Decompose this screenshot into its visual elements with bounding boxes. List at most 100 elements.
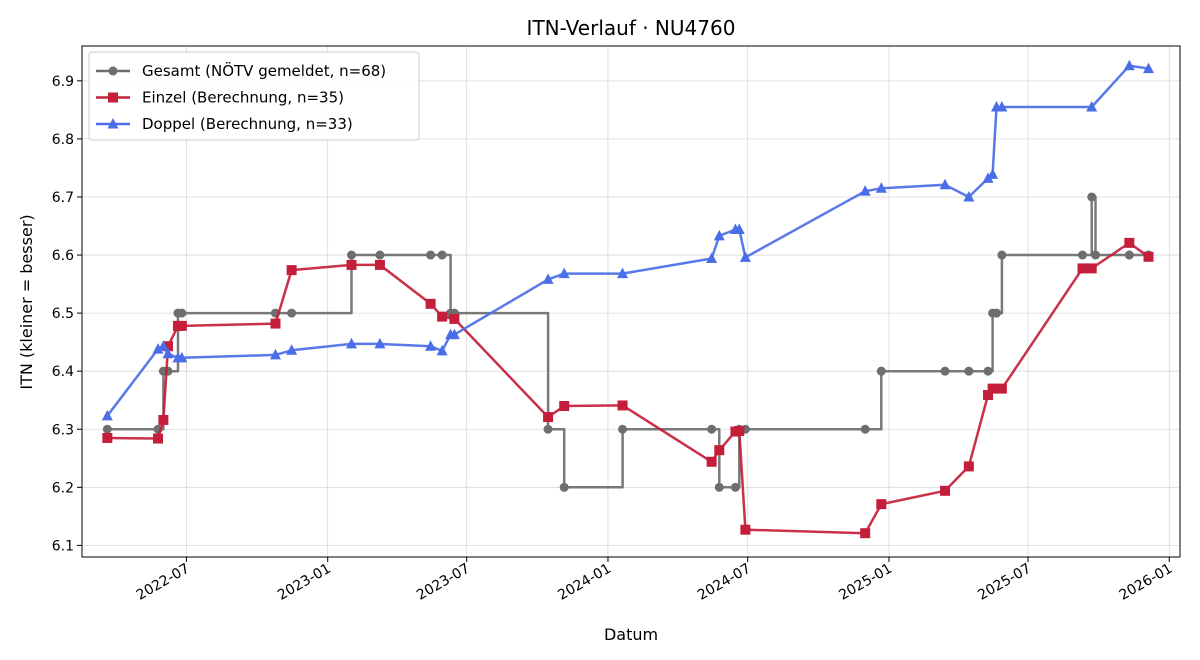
y-tick-label: 6.5 <box>52 306 74 322</box>
data-point <box>153 433 164 444</box>
data-point <box>449 313 460 324</box>
x-axis-label: Datum <box>604 625 658 644</box>
data-point <box>733 223 745 234</box>
data-point <box>177 308 187 318</box>
data-point <box>714 482 724 492</box>
series-layer <box>101 59 1155 539</box>
y-tick-label: 6.1 <box>52 538 74 554</box>
legend-entry: Gesamt (NÖTV gemeldet, n=68) <box>96 61 386 80</box>
data-point <box>707 424 717 434</box>
data-point <box>714 445 725 456</box>
series-2 <box>102 237 1154 539</box>
y-tick-label: 6.6 <box>52 248 74 264</box>
data-point <box>1087 192 1097 202</box>
data-point <box>706 252 718 264</box>
y-tick-label: 6.7 <box>52 190 74 206</box>
data-point <box>875 182 887 193</box>
data-point <box>558 267 570 279</box>
data-point <box>157 340 169 351</box>
legend-entry: Einzel (Berechnung, n=35) <box>96 89 344 107</box>
data-point <box>286 265 297 276</box>
data-point <box>176 351 188 363</box>
data-point <box>425 340 437 351</box>
data-point <box>559 401 570 412</box>
data-point <box>734 425 745 436</box>
data-point <box>987 168 999 179</box>
legend-swatch-marker <box>108 92 118 103</box>
data-point <box>1086 263 1097 274</box>
data-point <box>559 482 569 492</box>
data-point <box>1123 59 1135 71</box>
data-point <box>940 366 950 376</box>
data-point <box>1143 251 1154 262</box>
data-point <box>996 100 1008 112</box>
data-point <box>437 250 447 260</box>
data-point <box>101 409 113 421</box>
data-point <box>939 178 951 190</box>
data-point <box>963 190 975 202</box>
data-point <box>269 348 281 360</box>
data-point <box>543 424 553 434</box>
data-point <box>426 250 436 260</box>
data-point <box>617 267 629 279</box>
data-point <box>996 383 1007 394</box>
data-point <box>1124 250 1134 260</box>
data-point <box>1091 250 1101 260</box>
data-point <box>347 250 357 260</box>
legend-label: Doppel (Berechnung, n=33) <box>142 115 353 133</box>
plot-frame <box>81 45 1181 558</box>
data-point <box>287 308 297 318</box>
data-point <box>158 414 169 425</box>
data-point <box>991 308 1001 318</box>
data-point <box>618 424 628 434</box>
legend: Gesamt (NÖTV gemeldet, n=68) Einzel (Bere… <box>88 51 420 141</box>
data-point <box>163 366 173 376</box>
data-point <box>940 485 951 496</box>
data-point <box>102 424 112 434</box>
data-point <box>997 250 1007 260</box>
series-1 <box>102 192 1154 492</box>
legend-swatch-marker <box>108 66 118 76</box>
data-point <box>152 343 164 354</box>
data-point <box>375 250 385 260</box>
data-point <box>1143 62 1155 74</box>
y-tick-label: 6.3 <box>52 422 74 438</box>
data-point <box>706 456 717 467</box>
data-point <box>983 366 993 376</box>
y-tick-label: 6.2 <box>52 480 74 496</box>
data-point <box>346 259 357 270</box>
data-point <box>1077 250 1087 260</box>
legend-label: Gesamt (NÖTV gemeldet, n=68) <box>142 61 386 80</box>
data-point <box>617 400 628 411</box>
data-point <box>859 185 871 196</box>
y-tick-label: 6.4 <box>52 364 74 380</box>
data-point <box>739 251 751 262</box>
y-tick-label: 6.8 <box>52 132 74 148</box>
series-3 <box>101 59 1155 421</box>
data-point <box>286 344 298 355</box>
data-point <box>730 482 740 492</box>
data-point <box>542 273 554 284</box>
data-point <box>1077 263 1088 274</box>
data-point <box>983 389 994 400</box>
data-point <box>713 229 725 241</box>
data-point <box>876 499 887 510</box>
legend-label: Einzel (Berechnung, n=35) <box>142 89 344 107</box>
data-point <box>740 524 751 535</box>
data-point <box>964 366 974 376</box>
data-point <box>876 366 886 376</box>
legend-entry: Doppel (Berechnung, n=33) <box>96 115 353 133</box>
data-point <box>436 344 448 356</box>
data-point <box>448 328 460 340</box>
data-point <box>176 320 187 331</box>
y-tick-label: 6.9 <box>52 74 74 90</box>
data-point <box>1124 237 1135 248</box>
data-point <box>270 318 281 329</box>
data-point <box>437 311 448 322</box>
data-point <box>963 461 974 472</box>
data-point <box>346 337 358 349</box>
data-point <box>162 347 174 359</box>
legend-box <box>88 51 420 141</box>
data-point <box>162 341 173 352</box>
